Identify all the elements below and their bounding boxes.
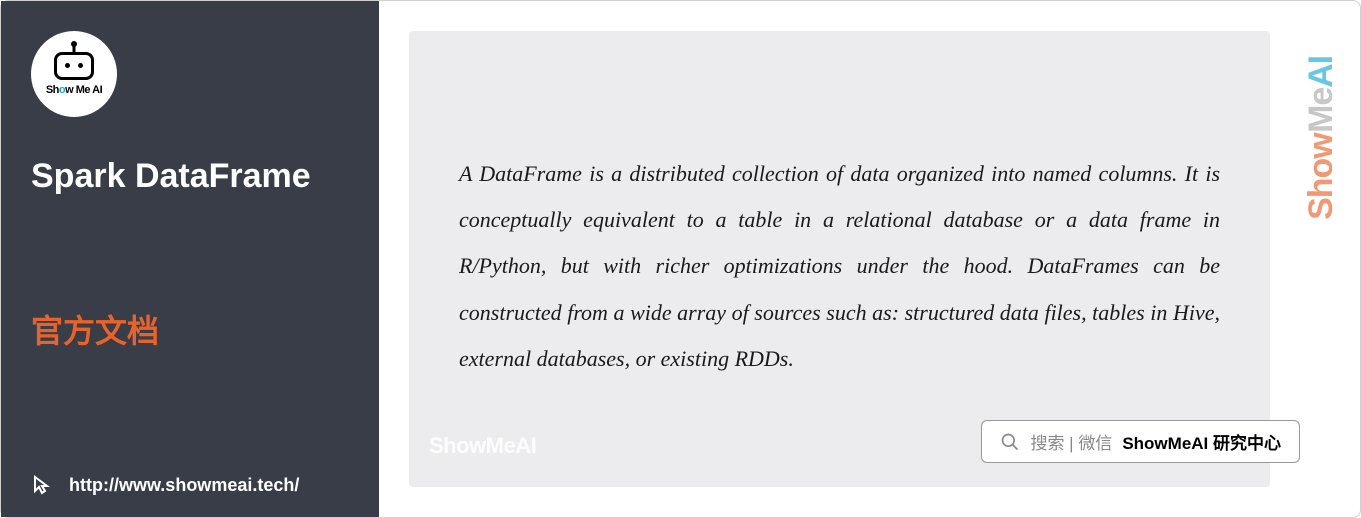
vertical-brand-watermark: ShowMeAI xyxy=(1304,56,1338,220)
search-icon xyxy=(1000,432,1020,452)
search-badge[interactable]: 搜索 | 微信 ShowMeAI 研究中心 xyxy=(981,420,1300,463)
search-brand: ShowMeAI 研究中心 xyxy=(1122,429,1281,454)
search-label: 搜索 | 微信 xyxy=(1030,429,1112,454)
page-title: Spark DataFrame xyxy=(31,157,349,196)
cursor-icon xyxy=(31,473,55,497)
sidebar: Show Me AI Spark DataFrame 官方文档 http://w… xyxy=(1,1,379,517)
page-subtitle: 官方文档 xyxy=(31,306,349,352)
content-box: A DataFrame is a distributed collection … xyxy=(409,31,1270,487)
brand-logo: Show Me AI xyxy=(31,31,117,117)
robot-icon xyxy=(54,52,94,80)
sidebar-footer: http://www.showmeai.tech/ xyxy=(31,473,299,497)
footer-url[interactable]: http://www.showmeai.tech/ xyxy=(69,475,299,496)
logo-text: Show Me AI xyxy=(46,84,102,96)
description-text: A DataFrame is a distributed collection … xyxy=(459,151,1220,382)
main-content: A DataFrame is a distributed collection … xyxy=(379,1,1360,517)
watermark-text: ShowMeAI xyxy=(429,433,536,459)
